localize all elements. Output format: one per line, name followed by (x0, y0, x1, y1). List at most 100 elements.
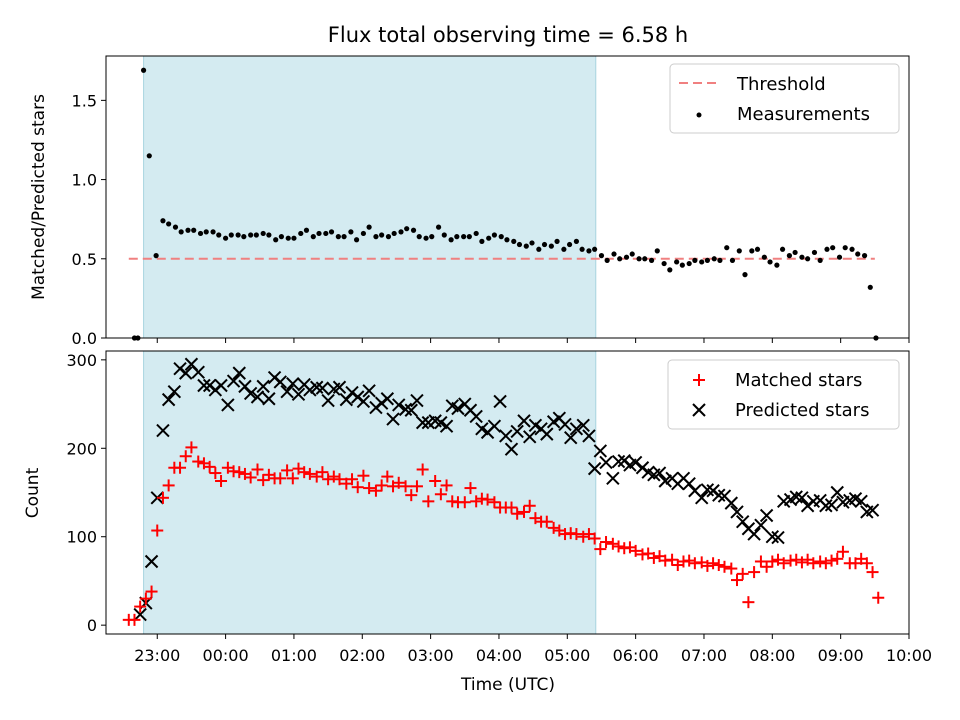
matched-star-point (151, 524, 164, 537)
matched-star-point (470, 495, 483, 508)
matched-star-point (429, 475, 442, 488)
measurement-point (448, 237, 454, 243)
measurement-point (629, 251, 635, 257)
measurement-point (661, 260, 667, 267)
measurement-point (692, 257, 698, 263)
matched-star-point (303, 467, 316, 480)
matched-star-point (162, 479, 175, 492)
measurement-point (561, 246, 567, 252)
measurement-point (554, 238, 560, 244)
y-tick-label: 0.0 (72, 329, 97, 348)
matched-star-point (375, 479, 388, 492)
measurement-point (742, 272, 748, 278)
measurement-point (385, 234, 392, 240)
measurement-point (429, 234, 435, 240)
legend-measurements-swatch (696, 112, 702, 118)
bottom-panel: 0 100 200 300 23:00 00:00 01:00 02:00 03:00 04:0… (23, 350, 932, 695)
matched-star-point (464, 482, 477, 495)
matched-star-point (434, 488, 447, 501)
x-tick-label: 00:00 (203, 646, 249, 665)
predicted-star-point (410, 393, 424, 408)
measurement-point (210, 229, 216, 235)
predicted-star-point (250, 390, 265, 404)
predicted-star-point (487, 419, 502, 433)
legend-predicted-label: Predicted stars (735, 400, 869, 421)
legend-matched-label: Matched stars (735, 370, 862, 391)
measurement-point (623, 254, 630, 260)
measurement-point (191, 227, 197, 233)
legend-matched-swatch (693, 374, 705, 386)
predicted-star-point (724, 496, 739, 510)
matched-star-point (777, 557, 790, 570)
matched-star-point (203, 460, 216, 473)
predicted-star-point (280, 384, 294, 399)
measurement-point (454, 234, 460, 240)
matched-star-point (795, 556, 808, 569)
measurement-point (291, 235, 297, 241)
measurement-point (749, 248, 755, 254)
predicted-star-point (451, 401, 465, 416)
matched-star-point (298, 466, 311, 479)
matched-star-point (523, 499, 536, 512)
predicted-star-point (156, 423, 170, 438)
matched-star-point (836, 545, 849, 558)
measurement-point (836, 254, 843, 260)
predicted-star-point (291, 387, 306, 402)
matched-star-point (748, 566, 761, 579)
matched-star-point (790, 553, 803, 566)
matched-star-point (518, 505, 531, 518)
matched-star-point (134, 600, 147, 613)
measurement-point (830, 245, 836, 251)
predicted-star-point (214, 378, 228, 393)
measurement-point (391, 230, 397, 237)
legend-frame (669, 63, 900, 134)
predicted-star-point (628, 455, 643, 470)
matched-star-point (274, 472, 287, 485)
matched-star-point (860, 557, 873, 570)
measurement-point (817, 257, 823, 263)
matched-star-point (600, 536, 613, 549)
bottom-panel-points (122, 357, 885, 626)
y-tick-label: 100 (66, 528, 97, 547)
top-panel-legend: Threshold Measurements (669, 63, 900, 134)
predicted-star-point (712, 488, 726, 502)
predicted-star-point (564, 430, 578, 445)
measurement-point (579, 246, 585, 252)
predicted-star-point (599, 455, 613, 470)
measurement-point (479, 238, 485, 244)
measurement-point (617, 256, 623, 262)
y-tick-label: 1.0 (72, 171, 97, 190)
measurement-point (704, 257, 710, 263)
matched-star-point (825, 554, 838, 567)
matched-star-point (594, 543, 607, 556)
matched-star-point (760, 560, 773, 573)
top-panel-y-axis: 0.0 0.5 1.0 1.5 (72, 91, 106, 348)
predicted-star-point (576, 418, 590, 432)
x-tick-label: 03:00 (408, 646, 454, 665)
measurement-point (861, 253, 868, 259)
top-panel: 0.0 0.5 1.0 1.5 Matched/Predicted stars Thr… (29, 55, 910, 348)
top-panel-points (131, 67, 879, 341)
predicted-star-point (332, 380, 347, 394)
measurement-point (203, 229, 209, 235)
measurement-point (711, 256, 717, 262)
matched-star-point (363, 482, 376, 495)
matched-star-point (257, 474, 270, 487)
predicted-star-point (730, 505, 744, 519)
measurement-point (511, 238, 517, 244)
measurement-point (335, 234, 341, 240)
measurement-point (598, 253, 605, 259)
bottom-panel-y-axis: 0 100 200 300 (66, 351, 106, 635)
measurement-point (729, 257, 736, 263)
predicted-star-point (262, 392, 276, 406)
predicted-star-point (499, 429, 513, 443)
measurement-point (398, 229, 404, 235)
predicted-star-point (569, 422, 584, 436)
predicted-star-point (747, 527, 761, 541)
measurement-point (573, 238, 580, 244)
matched-star-point (233, 466, 246, 479)
measurement-point (548, 243, 554, 249)
matched-star-point (866, 566, 879, 579)
measurement-point (435, 224, 442, 230)
measurement-point (867, 284, 873, 290)
